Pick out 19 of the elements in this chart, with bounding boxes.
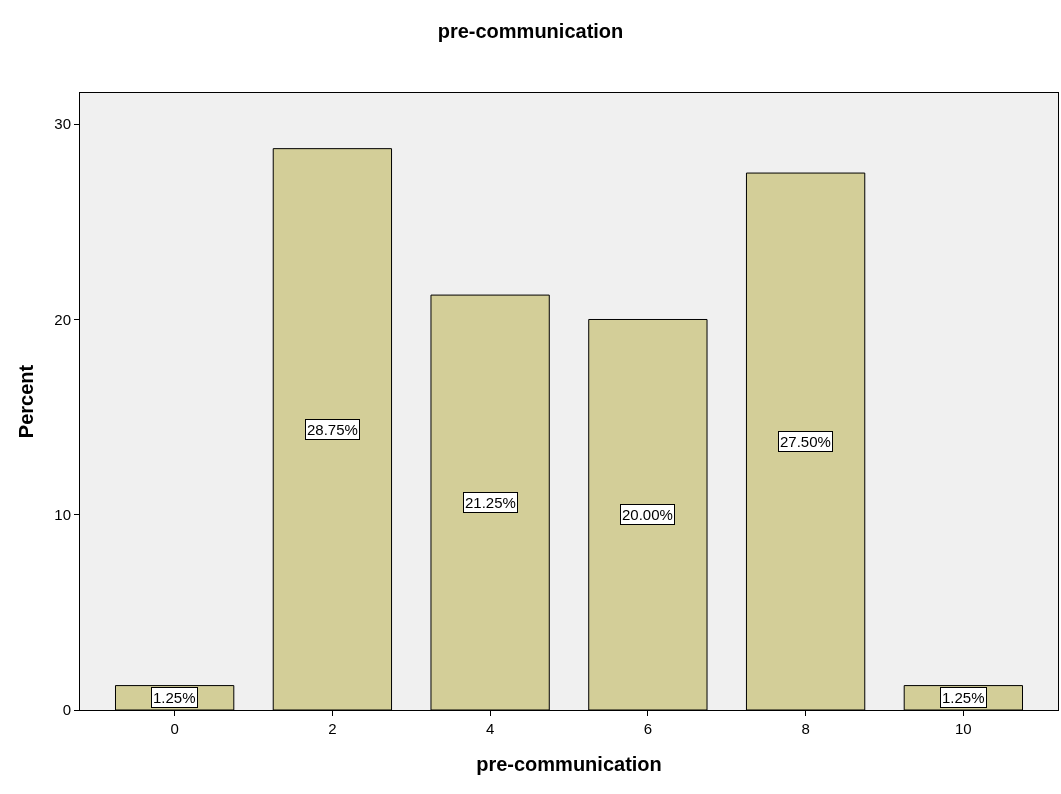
- y-tick-label: 30: [54, 115, 71, 133]
- chart-title: pre-communication: [437, 19, 624, 42]
- y-tick-label: 10: [54, 506, 71, 523]
- y-tick-label: 20: [54, 310, 71, 328]
- x-tick-label: 4: [485, 720, 495, 737]
- x-tick-label: 10: [955, 720, 972, 737]
- x-tick-label: 8: [801, 720, 810, 737]
- x-tick-label: 6: [643, 720, 653, 737]
- y-tick-label: 0: [62, 701, 71, 719]
- x-tick-label: 2: [328, 720, 337, 737]
- data-label: 28.75%: [307, 421, 358, 438]
- x-axis-title: pre-communication: [476, 752, 662, 775]
- data-label: 27.50%: [780, 433, 831, 450]
- data-label: 20.00%: [622, 506, 673, 523]
- data-label: 21.25%: [465, 494, 516, 511]
- data-label: 1.25%: [153, 689, 196, 706]
- x-tick-label: 0: [170, 720, 179, 737]
- data-label: 1.25%: [942, 689, 985, 706]
- y-axis-title: Percent: [14, 364, 37, 439]
